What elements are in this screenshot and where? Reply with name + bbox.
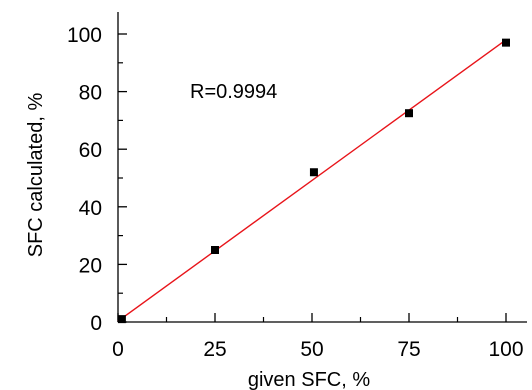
data-point [405, 109, 413, 118]
x-axis-title: given SFC, % [248, 369, 370, 390]
x-tick-label: 50 [300, 338, 323, 361]
ticks: 0 25 50 75 100 0 20 40 60 80 100 [67, 24, 524, 361]
y-tick-label: 60 [79, 139, 102, 162]
y-tick-label: 100 [67, 24, 102, 47]
x-tick-label: 100 [488, 338, 523, 361]
data-point [117, 315, 126, 324]
correlation-annotation: R=0.9994 [190, 81, 277, 103]
marks [117, 38, 510, 324]
data-point [309, 168, 318, 177]
data-point [211, 246, 219, 254]
y-tick-label: 40 [79, 197, 102, 220]
data-point [502, 38, 510, 47]
x-tick-label: 25 [203, 338, 226, 361]
y-tick-label: 0 [90, 312, 102, 335]
y-tick-label: 20 [79, 254, 102, 277]
y-tick-label: 80 [79, 82, 102, 105]
y-axis-title: SFC calculated, % [25, 93, 47, 258]
fit-line [117, 39, 507, 322]
axes [117, 12, 527, 323]
x-tick-label: 0 [112, 338, 124, 361]
x-tick-label: 75 [397, 338, 420, 361]
